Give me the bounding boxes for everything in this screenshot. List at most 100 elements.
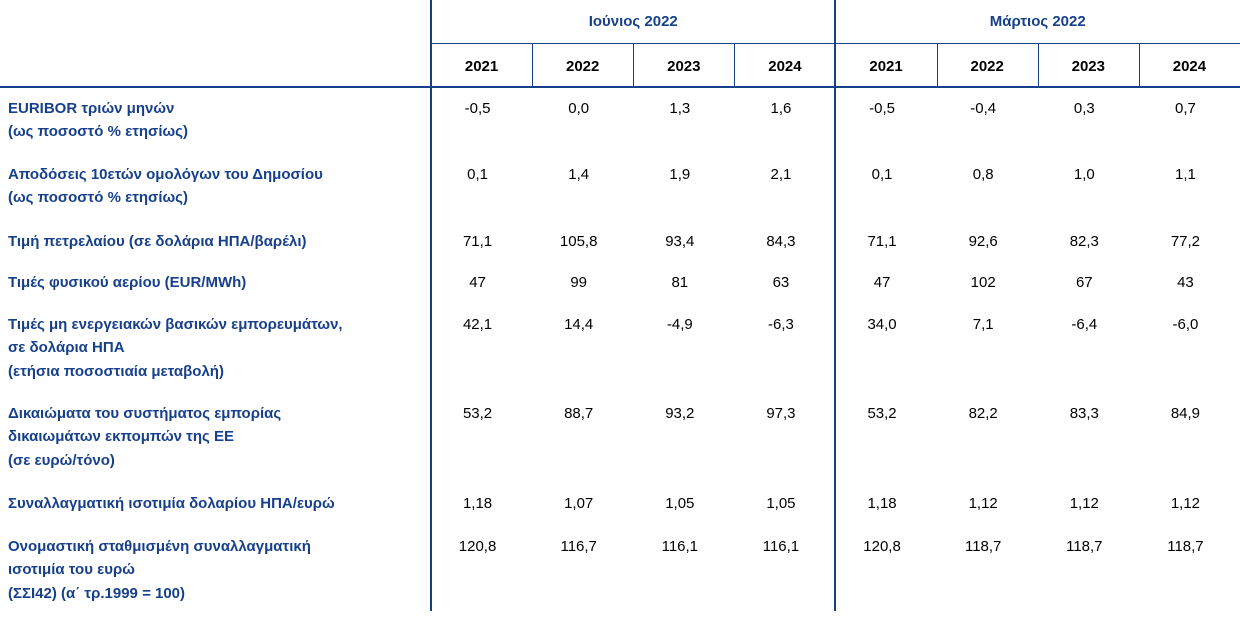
row-label: Αποδόσεις 10ετών ομολόγων του Δημοσίου	[8, 166, 323, 183]
cell-value: 77,2	[1170, 233, 1201, 250]
cell-value: 47	[873, 274, 891, 291]
cell-value: 1,6	[770, 100, 792, 117]
cell-value: 102	[970, 274, 996, 291]
cell-value: 14,4	[564, 316, 594, 333]
divider	[834, 0, 836, 611]
cell-value: 71,1	[462, 233, 493, 250]
cell-value: 82,3	[1069, 233, 1099, 250]
cell-value: 0,7	[1175, 100, 1196, 117]
cell-value: -0,5	[464, 100, 491, 117]
cell-value: 116,7	[560, 538, 597, 555]
cell-value: -6,4	[1071, 316, 1098, 333]
cell-value: 97,3	[766, 405, 796, 422]
year-header: 2024	[768, 58, 802, 75]
cell-value: 53,2	[867, 405, 897, 422]
row-label: (ως ποσοστό % ετησίως)	[8, 123, 188, 141]
column-divider	[633, 44, 635, 87]
column-divider	[1138, 44, 1140, 87]
divider	[430, 43, 1240, 44]
row-label: Ονομαστική σταθμισμένη συναλλαγματική	[8, 538, 311, 555]
row-label: (ως ποσοστό % ετησίως)	[8, 189, 188, 207]
cell-value: 1,9	[669, 166, 691, 183]
cell-value: -6,3	[768, 316, 794, 333]
cell-value: -0,4	[970, 100, 997, 117]
cell-value: 42,1	[462, 316, 493, 333]
cell-value: 0,8	[972, 166, 994, 183]
cell-value: 116,1	[661, 538, 699, 555]
cell-value: -6,0	[1172, 316, 1199, 333]
cell-value: 7,1	[972, 316, 994, 333]
year-header: 2021	[464, 58, 499, 75]
row-label: σε δολάρια ΗΠΑ	[8, 339, 125, 357]
row-label: (ετήσια ποσοστιαία μεταβολή)	[8, 362, 224, 380]
cell-value: 1,18	[867, 495, 897, 512]
cell-value: 118,7	[964, 538, 1002, 555]
cell-value: 1,05	[766, 495, 796, 512]
cell-value: 53,2	[462, 405, 493, 422]
cell-value: 83,3	[1069, 405, 1099, 422]
cell-value: 1,12	[1170, 495, 1201, 512]
cell-value: 47	[469, 274, 486, 291]
row-label: EURIBOR τριών μηνών	[8, 100, 175, 117]
row-label: Τιμή πετρελαίου (σε δολάρια ΗΠΑ/βαρέλι)	[8, 233, 307, 250]
cell-value: 0,3	[1073, 100, 1095, 117]
group-header: Μάρτιος 2022	[989, 13, 1086, 30]
row-label: Συναλλαγματική ισοτιμία δολαρίου ΗΠΑ/ευρ…	[8, 495, 335, 512]
cell-value: 84,9	[1170, 405, 1201, 422]
cell-value: 88,7	[564, 405, 594, 422]
cell-value: 1,07	[564, 495, 594, 512]
cell-value: 118,7	[1167, 538, 1204, 555]
cell-value: 1,05	[665, 495, 695, 512]
cell-value: 82,2	[968, 405, 998, 422]
column-divider	[532, 44, 534, 87]
cell-value: 105,8	[559, 233, 598, 250]
year-header: 2022	[970, 58, 1004, 75]
cell-value: 1,12	[968, 495, 998, 512]
row-label: Τιμές φυσικού αερίου (EUR/MWh)	[8, 274, 247, 291]
year-header: 2021	[869, 58, 903, 75]
cell-value: 0,0	[568, 100, 590, 117]
year-header: 2023	[667, 58, 701, 75]
column-divider	[936, 44, 938, 87]
year-header: 2024	[1172, 58, 1207, 75]
cell-value: 1,0	[1073, 166, 1095, 183]
cell-value: 1,18	[462, 495, 493, 512]
row-label: Τιμές μη ενεργειακών βασικών εμπορευμάτω…	[8, 316, 343, 333]
row-label: ισοτιμία του ευρώ	[8, 561, 135, 579]
cell-value: 93,4	[665, 233, 695, 250]
cell-value: 99	[570, 274, 588, 291]
column-divider	[1037, 44, 1039, 87]
cell-value: 1,3	[669, 100, 691, 117]
cell-value: 120,8	[458, 538, 497, 555]
year-header: 2022	[566, 58, 600, 75]
cell-value: 34,0	[867, 316, 897, 333]
group-header: Ιούνιος 2022	[588, 13, 678, 30]
divider	[0, 86, 1240, 88]
divider	[430, 0, 432, 611]
cell-value: 71,1	[867, 233, 897, 250]
cell-value: 120,8	[863, 538, 901, 555]
cell-value: 67	[1075, 274, 1093, 291]
row-label: Δικαιώματα του συστήματος εμπορίας	[8, 405, 282, 422]
cell-value: 1,12	[1069, 495, 1099, 512]
row-label: (σε ευρώ/τόνο)	[8, 451, 115, 469]
cell-value: 1,1	[1175, 166, 1196, 183]
cell-value: 92,6	[968, 233, 998, 250]
cell-value: 81	[671, 274, 689, 291]
row-label: δικαιωμάτων εκπομπών της ΕΕ	[8, 428, 235, 446]
cell-value: 116,1	[762, 538, 800, 555]
cell-value: -4,9	[666, 316, 693, 333]
cell-value: 2,1	[770, 166, 792, 183]
cell-value: 0,1	[467, 166, 488, 183]
cell-value: -0,5	[869, 100, 895, 117]
year-header: 2023	[1071, 58, 1105, 75]
cell-value: 63	[772, 274, 790, 291]
row-label: (ΣΣΙ42) (α΄ τρ.1999 = 100)	[8, 584, 186, 602]
cell-value: 118,7	[1066, 538, 1103, 555]
cell-value: 43	[1177, 274, 1194, 291]
cell-value: 93,2	[665, 405, 695, 422]
cell-value: 0,1	[871, 166, 893, 183]
cell-value: 1,4	[568, 166, 590, 183]
cell-value: 84,3	[766, 233, 796, 250]
